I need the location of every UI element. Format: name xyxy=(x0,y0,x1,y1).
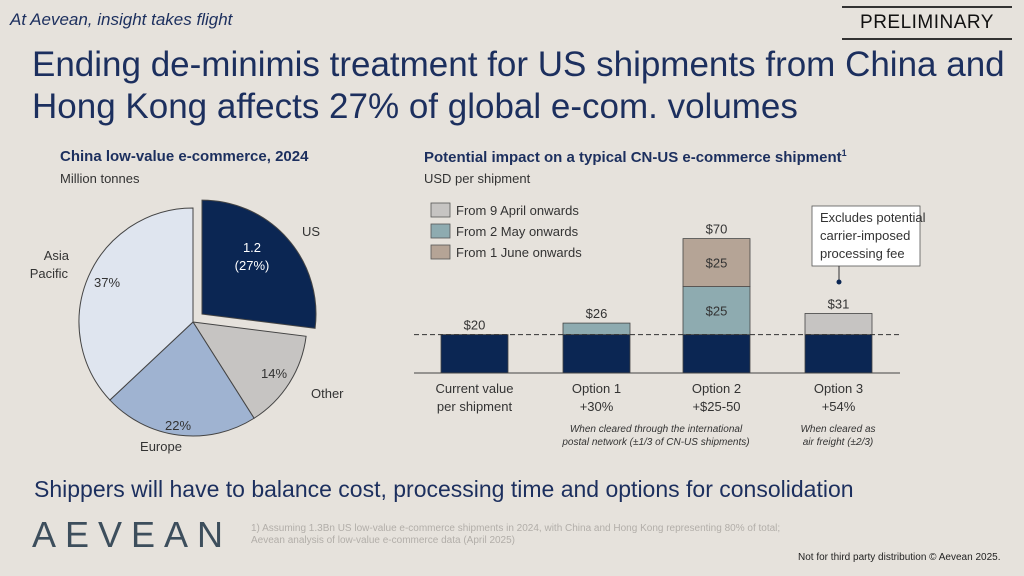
air-freight-note: When cleared as xyxy=(800,424,875,435)
legend-swatch xyxy=(430,223,451,239)
callout-text: Excludes potential xyxy=(820,210,926,225)
bar-chart-title: Potential impact on a typical CN-US e-co… xyxy=(424,148,847,166)
pie-slice-europe xyxy=(109,321,255,437)
bar-segment xyxy=(440,334,509,374)
bar-segment xyxy=(804,313,873,336)
bar-segment xyxy=(682,334,751,374)
category-label: Option 2 xyxy=(692,381,741,396)
footnote-marker: 1 xyxy=(841,148,847,158)
pie-label-other: Other xyxy=(311,386,344,401)
bar-segment xyxy=(682,286,751,336)
pie-slice-other xyxy=(192,321,307,419)
legend-swatch xyxy=(430,202,451,218)
category-sublabel: +$25-50 xyxy=(692,399,740,414)
callout-box xyxy=(811,205,921,267)
footnote-line-2: Aevean analysis of low-value e-commerce … xyxy=(251,535,516,546)
category-label: Option 1 xyxy=(572,381,621,396)
copyright: Not for third party distribution © Aevea… xyxy=(798,552,1001,563)
pie-percent-asia-pacific: 37% xyxy=(94,275,120,290)
pie-label-asia-pacific: Asia xyxy=(44,248,70,263)
bar-chart-ylabel: USD per shipment xyxy=(424,171,531,186)
postal-note: When cleared through the international xyxy=(570,424,743,435)
bar-total-label: $31 xyxy=(828,296,850,311)
legend-label: From 1 June onwards xyxy=(456,245,582,260)
bar-segment-label: $25 xyxy=(706,304,728,319)
pie-slice-asia-pacific xyxy=(78,207,194,401)
legend-label: From 9 April onwards xyxy=(456,203,579,218)
bar-segment xyxy=(682,238,751,288)
bar-total-label: $20 xyxy=(464,318,486,333)
callout-dot xyxy=(836,279,842,285)
bar-segment xyxy=(562,322,631,335)
bar-total-label: $70 xyxy=(706,222,728,237)
pie-slice-us xyxy=(201,199,317,329)
category-label: Option 3 xyxy=(814,381,863,396)
air-freight-note: air freight (±2/3) xyxy=(803,437,874,448)
bar-segment-label: $25 xyxy=(706,256,728,271)
category-label: Current value xyxy=(435,381,513,396)
pie-label-us: US xyxy=(302,224,320,239)
footnote-line-1: 1) Assuming 1.3Bn US low-value e-commerc… xyxy=(251,523,781,534)
pie-chart-subtitle: Million tonnes xyxy=(60,171,140,186)
pie-label-europe: Europe xyxy=(140,439,182,454)
category-sublabel: +30% xyxy=(580,399,614,414)
category-sublabel: per shipment xyxy=(437,399,513,414)
bar-segment xyxy=(562,334,631,374)
page-title: Ending de-minimis treatment for US shipm… xyxy=(32,45,1005,126)
pie-percent-other: 14% xyxy=(261,366,287,381)
callout-text: carrier-imposed xyxy=(820,228,910,243)
footnote: 1) Assuming 1.3Bn US low-value e-commerc… xyxy=(251,523,780,547)
legend-label: From 2 May onwards xyxy=(456,224,579,239)
bar-chart: From 9 April onwards From 2 May onwards Fr… xyxy=(414,202,926,448)
bar-total-label: $26 xyxy=(586,306,608,321)
aevean-logo: AEVEAN xyxy=(32,514,233,555)
legend-swatch xyxy=(430,244,451,260)
postal-note: postal network (±1/3 of CN-US shipments) xyxy=(561,437,749,448)
preliminary-badge: PRELIMINARY xyxy=(842,6,1012,40)
bar-segment xyxy=(804,334,873,374)
takeaway: Shippers will have to balance cost, proc… xyxy=(34,476,854,502)
tagline: At Aevean, insight takes flight xyxy=(10,10,233,29)
pie-label-asia-pacific: Pacific xyxy=(30,266,69,281)
pie-value-us: 1.2 xyxy=(243,240,261,255)
pie-chart: US 1.2 (27%) Other 14% Europe 22% Asia Pacific 37… xyxy=(30,199,344,454)
pie-percent-us: (27%) xyxy=(235,258,270,273)
bar-chart-title-text: Potential impact on a typical CN-US e-co… xyxy=(424,149,842,166)
pie-percent-europe: 22% xyxy=(165,418,191,433)
pie-chart-title: China low-value e-commerce, 2024 xyxy=(60,148,309,165)
category-sublabel: +54% xyxy=(822,399,856,414)
callout-text: processing fee xyxy=(820,246,905,261)
